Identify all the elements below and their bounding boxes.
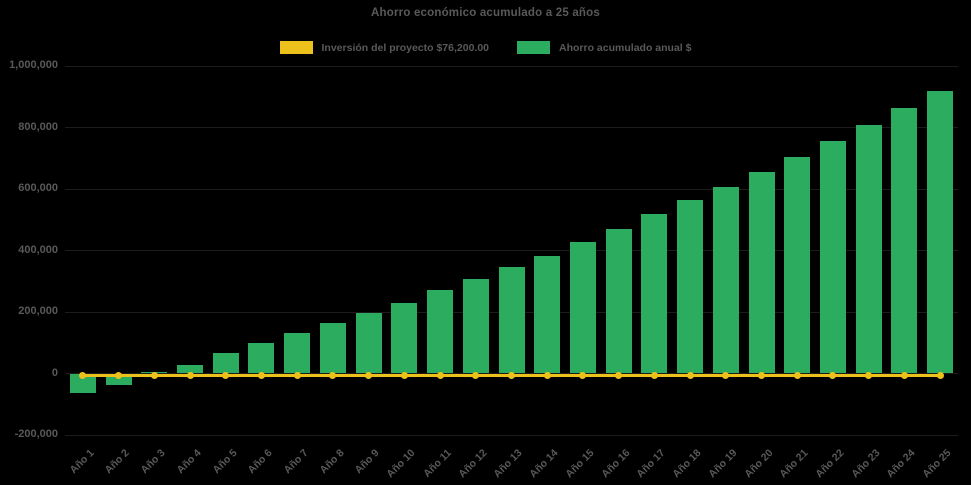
legend: Inversión del proyecto $76,200.00 Ahorro…: [0, 41, 971, 54]
x-axis-label: Año 7: [281, 447, 311, 477]
x-axis-label: Año 19: [706, 447, 740, 481]
x-axis-label: Año 1: [67, 447, 97, 477]
x-axis-label: Año 25: [920, 447, 954, 481]
x-axis-label: Año 24: [884, 447, 918, 481]
investment-marker-year-16[interactable]: [615, 371, 623, 379]
bar-year-23[interactable]: [855, 125, 882, 374]
x-axis-label: Año 4: [174, 447, 204, 477]
bar-year-22[interactable]: [819, 141, 846, 374]
x-axis-label: Año 23: [848, 447, 883, 481]
investment-marker-year-11[interactable]: [436, 371, 444, 379]
x-axis-label: Año 20: [741, 447, 776, 481]
investment-marker-year-19[interactable]: [722, 371, 730, 379]
bar-year-16[interactable]: [605, 229, 632, 374]
x-axis-label: Año 18: [670, 447, 704, 481]
investment-marker-year-10[interactable]: [400, 371, 408, 379]
investment-marker-year-13[interactable]: [508, 371, 515, 379]
investment-marker-year-9[interactable]: [365, 371, 373, 379]
bar-year-14[interactable]: [534, 255, 561, 374]
x-axis-label: Año 22: [813, 447, 847, 481]
bar-year-8[interactable]: [319, 323, 346, 374]
legend-swatch-savings-icon: [517, 41, 551, 54]
bar-year-5[interactable]: [212, 353, 239, 374]
plot-area: [65, 65, 958, 436]
x-axis-label: Año 6: [245, 447, 275, 477]
investment-marker-year-18[interactable]: [686, 371, 694, 379]
gridline: [65, 250, 958, 251]
gridline: [65, 434, 958, 436]
bar-year-17[interactable]: [641, 214, 668, 374]
y-axis-label: -200,000: [14, 428, 58, 440]
bar-year-1[interactable]: [69, 373, 96, 393]
x-axis-label: Año 16: [598, 447, 633, 481]
x-axis-label: Año 8: [317, 447, 347, 477]
investment-marker-year-7[interactable]: [293, 371, 301, 379]
y-axis-label: 600,000: [18, 182, 58, 194]
gridline: [65, 188, 958, 190]
bar-year-4[interactable]: [177, 364, 204, 374]
investment-marker-year-15[interactable]: [579, 371, 587, 379]
x-axis-label: Año 12: [456, 447, 490, 481]
legend-swatch-investment-icon: [279, 41, 313, 54]
y-axis-label: 800,000: [18, 120, 58, 133]
x-axis-label: Año 2: [102, 447, 133, 477]
bar-year-7[interactable]: [284, 333, 311, 374]
bar-year-21[interactable]: [784, 157, 811, 374]
legend-item-investment[interactable]: Inversión del proyecto $76,200.00: [279, 41, 490, 54]
bar-year-25[interactable]: [927, 90, 954, 374]
investment-marker-year-25[interactable]: [936, 371, 944, 379]
legend-item-savings[interactable]: Ahorro acumulado anual $: [517, 41, 691, 54]
investment-marker-year-20[interactable]: [758, 371, 766, 379]
bar-year-15[interactable]: [569, 241, 596, 374]
investment-marker-year-3[interactable]: [150, 371, 158, 379]
x-axis-label: Año 3: [138, 447, 168, 477]
x-axis-labels: Año 1 Año 2 Año 3 Año 4 Año 5 Año 6 Año 7 Año 8…: [65, 446, 958, 485]
legend-label-savings: Ahorro acumulado anual $: [559, 41, 692, 54]
gridline: [65, 127, 958, 128]
bar-year-6[interactable]: [248, 343, 275, 374]
bar-year-18[interactable]: [677, 200, 704, 374]
chart-title: Ahorro económico acumulado a 25 años: [371, 7, 600, 19]
y-axis-label: 400,000: [18, 243, 58, 256]
x-axis-label: Año 9: [352, 447, 383, 477]
investment-marker-year-2[interactable]: [115, 371, 123, 379]
x-axis-label: Año 13: [491, 447, 525, 481]
bar-year-2[interactable]: [105, 373, 132, 385]
investment-marker-year-4[interactable]: [186, 371, 194, 379]
investment-marker-year-1[interactable]: [79, 371, 87, 379]
x-axis-label: Año 21: [777, 447, 811, 481]
y-axis-label: 1,000,000: [9, 59, 58, 71]
investment-marker-year-12[interactable]: [472, 371, 480, 379]
investment-marker-year-24[interactable]: [900, 371, 908, 379]
y-axis-label: 0: [51, 366, 58, 379]
y-axis-label: 200,000: [18, 305, 58, 317]
gridline: [65, 65, 958, 67]
investment-marker-year-21[interactable]: [793, 371, 801, 379]
investment-marker-year-17[interactable]: [650, 371, 658, 379]
bar-year-13[interactable]: [498, 267, 525, 374]
investment-marker-year-22[interactable]: [829, 371, 837, 379]
x-axis-label: Año 14: [527, 447, 561, 481]
bar-year-12[interactable]: [462, 278, 489, 374]
bar-year-11[interactable]: [427, 289, 454, 374]
bar-year-20[interactable]: [748, 172, 775, 374]
investment-marker-year-5[interactable]: [222, 371, 230, 379]
legend-label-investment: Inversión del proyecto $76,200.00: [321, 41, 490, 54]
investment-marker-year-6[interactable]: [257, 371, 265, 379]
x-axis-label: Año 17: [634, 447, 668, 481]
x-axis-label: Año 10: [384, 447, 418, 481]
bar-year-24[interactable]: [891, 107, 918, 374]
x-axis-label: Año 11: [420, 447, 454, 480]
investment-marker-year-14[interactable]: [543, 371, 551, 379]
bar-year-19[interactable]: [712, 186, 739, 374]
bar-year-10[interactable]: [391, 302, 418, 374]
bar-year-9[interactable]: [355, 313, 382, 374]
investment-marker-year-23[interactable]: [865, 371, 873, 379]
investment-marker-year-8[interactable]: [329, 371, 337, 379]
x-axis-label: Año 5: [210, 447, 240, 477]
x-axis-label: Año 15: [563, 447, 597, 481]
